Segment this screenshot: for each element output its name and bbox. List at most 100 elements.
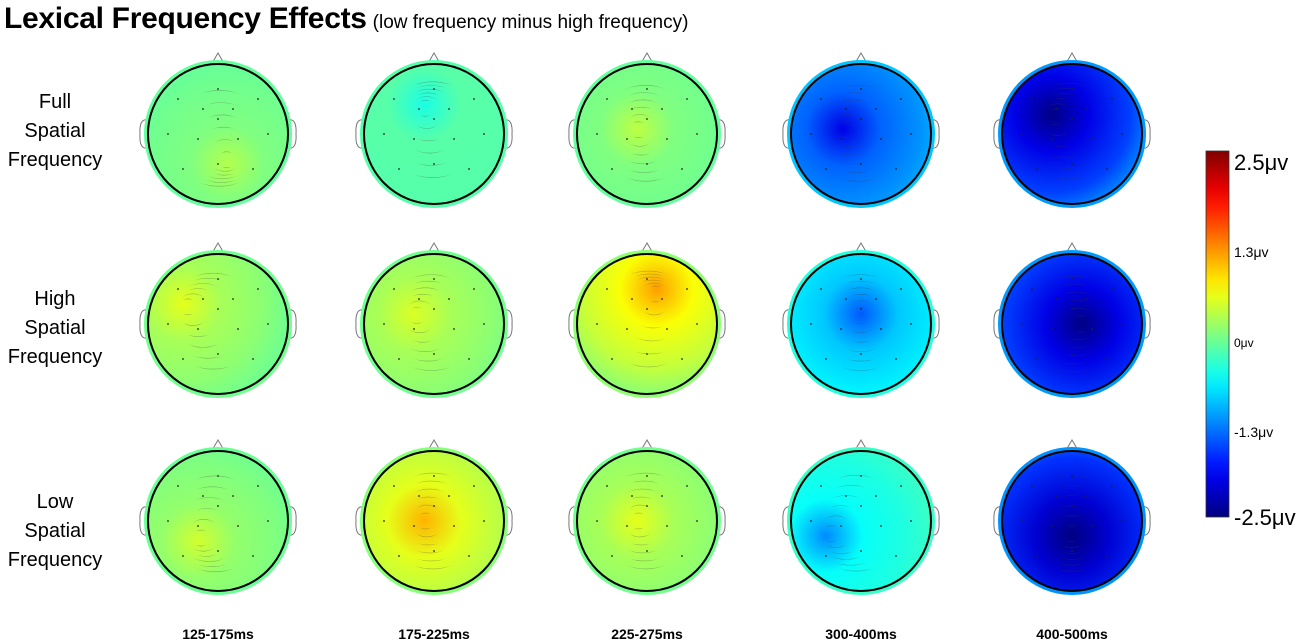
topomap-3-3 <box>568 439 726 595</box>
electrode-dot <box>468 555 470 557</box>
head-outline <box>147 63 289 205</box>
electrode-dot <box>252 168 254 170</box>
electrode-dot <box>880 138 882 140</box>
electrode-dot <box>820 288 822 290</box>
electrode-dot <box>596 520 598 522</box>
electrode-dot <box>433 88 435 90</box>
electrode-dot <box>1036 555 1038 557</box>
electrode-dot <box>646 353 648 355</box>
electrode-dot <box>845 108 847 110</box>
electrode-dot <box>453 138 455 140</box>
electrode-dot <box>217 88 219 90</box>
electrode-dot <box>418 298 420 300</box>
electrode-dot <box>1071 308 1073 310</box>
electrode-dot <box>860 475 862 477</box>
electrode-dot <box>267 133 269 135</box>
head-outline <box>1001 253 1143 395</box>
electrode-dot <box>1091 525 1093 527</box>
topomap-2-2 <box>355 242 513 398</box>
electrode-dot <box>820 98 822 100</box>
electrode-dot <box>696 323 698 325</box>
electrode-dot <box>626 328 628 330</box>
electrode-dot <box>252 555 254 557</box>
electrode-dot <box>1071 118 1073 120</box>
electrode-dot <box>1111 485 1113 487</box>
head-outline <box>147 253 289 395</box>
electrode-dot <box>900 288 902 290</box>
electrode-dot <box>202 108 204 110</box>
head-outline <box>790 253 932 395</box>
topomap-2-5 <box>993 242 1151 398</box>
head-outline <box>363 450 505 592</box>
electrode-dot <box>845 495 847 497</box>
electrode-dot <box>217 505 219 507</box>
electrode-dot <box>845 298 847 300</box>
electrode-dot <box>453 328 455 330</box>
electrode-dot <box>611 555 613 557</box>
electrode-dot <box>646 88 648 90</box>
electrode-dot <box>1111 98 1113 100</box>
electrode-dot <box>1056 495 1058 497</box>
electrode-dot <box>860 88 862 90</box>
electrode-dot <box>880 328 882 330</box>
electrode-dot <box>383 133 385 135</box>
head-outline <box>363 253 505 395</box>
electrode-dot <box>875 108 877 110</box>
electrode-dot <box>1071 505 1073 507</box>
electrode-dot <box>1071 278 1073 280</box>
head-outline <box>1001 450 1143 592</box>
electrode-dot <box>1121 323 1123 325</box>
electrode-dot <box>177 288 179 290</box>
electrode-dot <box>1086 298 1088 300</box>
head-outline <box>790 63 932 205</box>
topomap-1-1 <box>139 52 297 208</box>
electrode-dot <box>910 133 912 135</box>
electrode-dot <box>1106 358 1108 360</box>
electrode-dot <box>1071 475 1073 477</box>
electrode-dot <box>433 163 435 165</box>
electrode-dot <box>257 288 259 290</box>
electrode-dot <box>646 308 648 310</box>
title-subtitle: (low frequency minus high frequency) <box>372 12 689 33</box>
electrode-dot <box>1086 495 1088 497</box>
electrode-dot <box>631 298 633 300</box>
electrode-dot <box>1031 98 1033 100</box>
electrode-dot <box>910 520 912 522</box>
row-label-low: Low Spatial Frequency <box>7 491 103 571</box>
title-main: Lexical Frequency Effects <box>4 2 367 35</box>
electrode-dot <box>1106 168 1108 170</box>
electrode-dot <box>661 108 663 110</box>
electrode-dot <box>810 133 812 135</box>
col-label-5: 400-500ms <box>1036 626 1108 642</box>
electrode-dot <box>900 485 902 487</box>
electrode-dot <box>433 118 435 120</box>
figure-title: Lexical Frequency Effects (low frequency … <box>4 2 688 36</box>
topomap-1-2 <box>355 52 513 208</box>
electrode-dot <box>448 298 450 300</box>
electrode-dot <box>606 288 608 290</box>
electrode-dot <box>167 520 169 522</box>
electrode-dot <box>217 278 219 280</box>
electrode-dot <box>860 353 862 355</box>
electrode-dot <box>393 98 395 100</box>
electrode-dot <box>237 138 239 140</box>
electrode-dot <box>217 118 219 120</box>
electrode-dot <box>1121 520 1123 522</box>
colorbar-gradient <box>1205 150 1230 518</box>
electrode-dot <box>1021 133 1023 135</box>
electrode-dot <box>646 278 648 280</box>
col-label-4: 300-400ms <box>825 626 897 642</box>
electrode-dot <box>483 520 485 522</box>
topomap-3-5 <box>993 439 1151 595</box>
electrode-dot <box>448 108 450 110</box>
electrode-dot <box>810 520 812 522</box>
electrode-dot <box>661 495 663 497</box>
electrode-dot <box>398 168 400 170</box>
head-outline <box>790 450 932 592</box>
topomap-1-5 <box>993 52 1151 208</box>
electrode-dot <box>217 308 219 310</box>
electrode-dot <box>611 168 613 170</box>
electrode-dot <box>1031 288 1033 290</box>
